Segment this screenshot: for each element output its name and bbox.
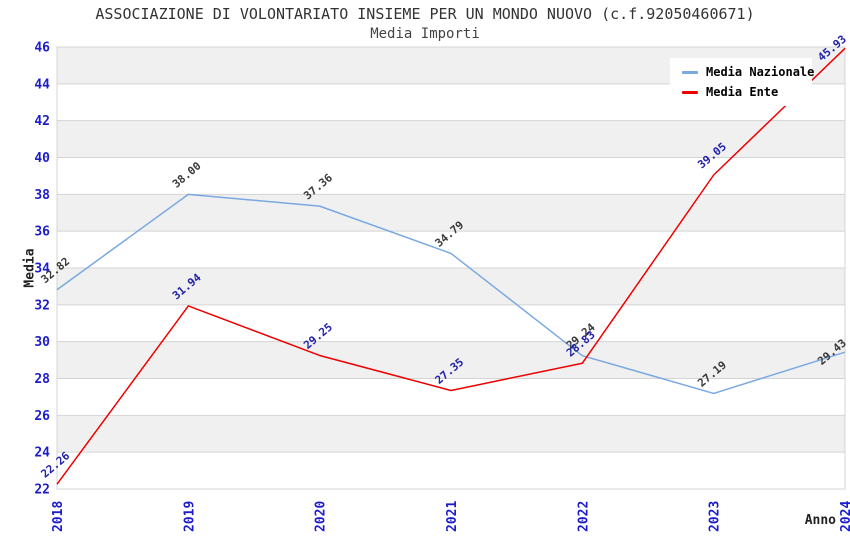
plot-band [57,304,845,342]
x-tick-label: 2022 [576,501,591,532]
plot-border [56,46,846,490]
y-tick-label: 38 [34,188,50,203]
x-tick-label: 2020 [314,501,329,532]
plot-band [57,268,845,305]
y-tick-label: 24 [34,446,50,461]
x-tick-label: 2023 [708,501,723,532]
plot-band [57,231,845,268]
series-line-media-nazionale [56,193,846,395]
chart-subtitle: Media Importi [370,26,480,42]
legend-label-media-nazionale: Media Nazionale [706,65,815,79]
y-tick-label: 26 [34,409,50,424]
x-tick-label: 2021 [445,501,460,532]
chart-title: ASSOCIAZIONE DI VOLONTARIATO INSIEME PER… [95,5,755,23]
y-tick-label: 30 [34,335,50,350]
y-tick-label: 34 [34,262,50,277]
x-tick-label: 2024 [839,501,850,532]
y-tick-label: 22 [34,483,50,498]
y-tick-label: 42 [34,114,50,129]
x-tick-label: 2019 [182,501,197,532]
plot-band [57,415,845,453]
plot-band [57,341,845,379]
x-axis-title: Anno [804,513,836,528]
legend-item-media-ente: Media Ente [682,85,812,99]
plot-band [57,120,845,158]
y-axis-title: Media [22,248,38,288]
y-tick-label: 44 [34,77,50,92]
legend: Media Nazionale Media Ente [670,58,815,106]
legend-swatch-media-ente-icon [682,90,698,94]
plot-band [57,452,845,489]
y-tick-label: 46 [34,41,50,56]
y-tick-label: 32 [34,298,50,313]
legend-swatch-media-nazionale-icon [682,70,698,74]
legend-item-media-nazionale: Media Nazionale [682,65,815,79]
y-tick-label: 40 [34,151,50,166]
series-line-media-ente [56,47,846,485]
legend-label-media-ente: Media Ente [706,85,779,99]
y-tick-label: 36 [34,225,50,240]
plot-band [57,194,845,232]
plot-band [57,378,845,416]
y-tick-label: 28 [34,372,50,387]
x-tick-label: 2018 [51,501,66,532]
